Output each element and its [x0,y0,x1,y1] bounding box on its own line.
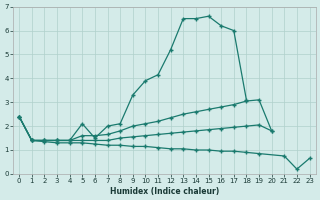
X-axis label: Humidex (Indice chaleur): Humidex (Indice chaleur) [110,187,219,196]
